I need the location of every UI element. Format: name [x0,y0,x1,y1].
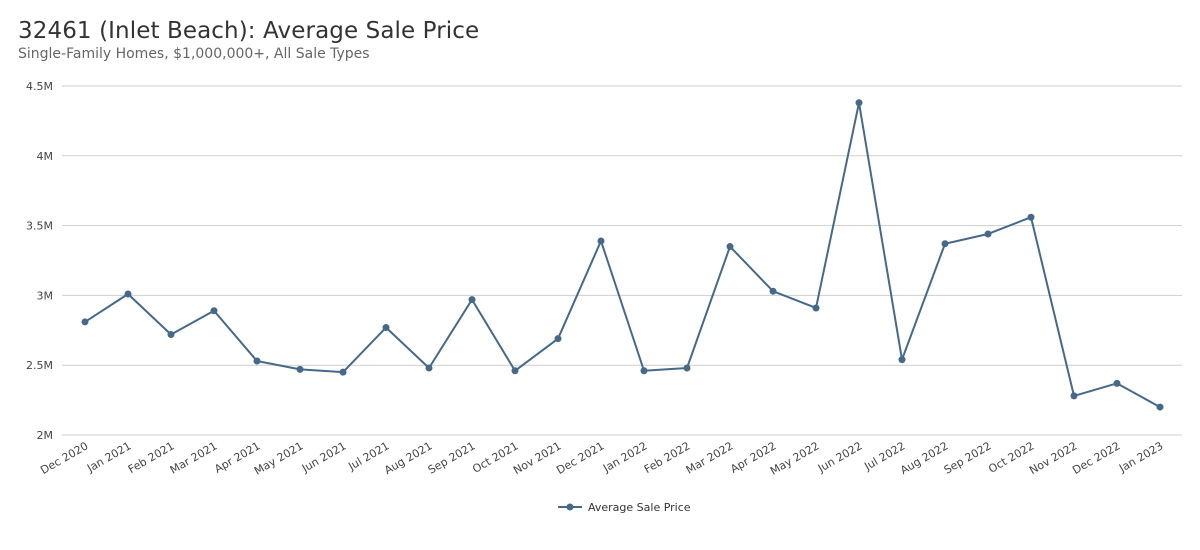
series-line [84,101,1161,408]
legend-marker [566,503,574,511]
data-point[interactable] [769,287,777,295]
data-point[interactable] [812,304,820,312]
chart-subtitle: Single-Family Homes, $1,000,000+, All Sa… [18,46,370,62]
data-point[interactable] [511,367,519,375]
x-tick-label: Feb 2022 [642,439,693,476]
data-point[interactable] [253,357,261,365]
x-tick-label: Feb 2021 [126,439,177,476]
x-tick-label: Mar 2022 [684,439,736,476]
data-point[interactable] [597,237,605,245]
chart-title: 32461 (Inlet Beach): Average Sale Price [18,18,480,44]
x-tick-label: Jan 2022 [600,439,649,475]
x-tick-label: May 2022 [768,439,821,477]
x-tick-label: Dec 2020 [38,439,90,477]
y-tick-label: 4.5M [26,80,53,93]
data-point[interactable] [210,307,218,315]
legend-label[interactable]: Average Sale Price [588,501,691,514]
data-point[interactable] [984,230,992,238]
data-point[interactable] [855,99,863,107]
data-point[interactable] [726,243,734,251]
data-point[interactable] [1156,403,1164,411]
x-tick-label: Aug 2022 [898,439,950,477]
x-tick-label: Jun 2022 [815,439,865,475]
data-point[interactable] [898,356,906,364]
data-point[interactable] [124,290,132,298]
x-tick-label: May 2021 [252,439,305,477]
data-point[interactable] [167,330,175,338]
data-point[interactable] [1113,379,1121,387]
data-point[interactable] [683,364,691,372]
x-tick-label: Nov 2021 [511,439,563,477]
x-tick-label: Jan 2021 [84,439,133,475]
data-point[interactable] [382,324,390,332]
x-tick-label: Sep 2021 [426,439,478,476]
y-tick-label: 3M [37,289,54,302]
data-point[interactable] [339,368,347,376]
data-point[interactable] [81,318,89,326]
x-tick-label: Dec 2021 [554,439,606,477]
y-tick-label: 2M [37,429,54,442]
y-tick-label: 4M [37,150,54,163]
x-tick-label: Jun 2021 [299,439,349,475]
data-point[interactable] [296,365,304,373]
data-point[interactable] [941,240,949,248]
x-tick-label: Nov 2022 [1027,439,1079,477]
x-tick-label: Sep 2022 [942,439,994,476]
y-tick-label: 3.5M [26,220,53,233]
x-tick-label: Jan 2023 [1116,439,1165,475]
data-point[interactable] [1070,392,1078,400]
x-tick-label: Aug 2021 [382,439,434,477]
x-tick-label: Dec 2022 [1070,439,1122,477]
data-point[interactable] [640,367,648,375]
data-point[interactable] [1027,213,1035,221]
y-tick-label: 2.5M [26,359,53,372]
x-tick-label: Mar 2021 [168,439,220,476]
data-point[interactable] [468,296,476,304]
data-point[interactable] [425,364,433,372]
data-point[interactable] [554,335,562,343]
